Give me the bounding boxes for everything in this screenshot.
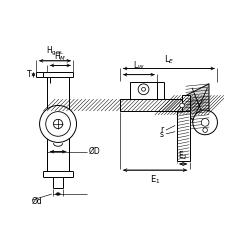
Circle shape xyxy=(142,87,146,91)
Bar xyxy=(182,96,190,115)
Circle shape xyxy=(46,112,70,136)
Text: H$_M$: H$_M$ xyxy=(54,51,66,64)
Circle shape xyxy=(40,106,76,142)
Polygon shape xyxy=(186,84,209,130)
Text: s: s xyxy=(160,130,164,139)
Text: T: T xyxy=(27,70,32,79)
Circle shape xyxy=(180,103,184,108)
Circle shape xyxy=(54,119,63,128)
Text: Ød: Ød xyxy=(32,197,42,206)
Circle shape xyxy=(203,128,207,132)
Text: L$_W$: L$_W$ xyxy=(133,60,145,72)
Circle shape xyxy=(193,110,218,135)
Circle shape xyxy=(201,118,209,126)
Text: r: r xyxy=(160,125,164,134)
Text: E$_1$: E$_1$ xyxy=(150,173,160,186)
Bar xyxy=(177,111,190,161)
Text: H$_{\rm ges.}$: H$_{\rm ges.}$ xyxy=(46,46,64,59)
Text: ØD: ØD xyxy=(89,147,101,156)
Text: E$_2$: E$_2$ xyxy=(178,149,188,162)
Circle shape xyxy=(138,84,149,95)
Text: L$_E$: L$_E$ xyxy=(164,54,174,66)
Bar xyxy=(130,82,158,99)
Bar xyxy=(120,99,186,111)
